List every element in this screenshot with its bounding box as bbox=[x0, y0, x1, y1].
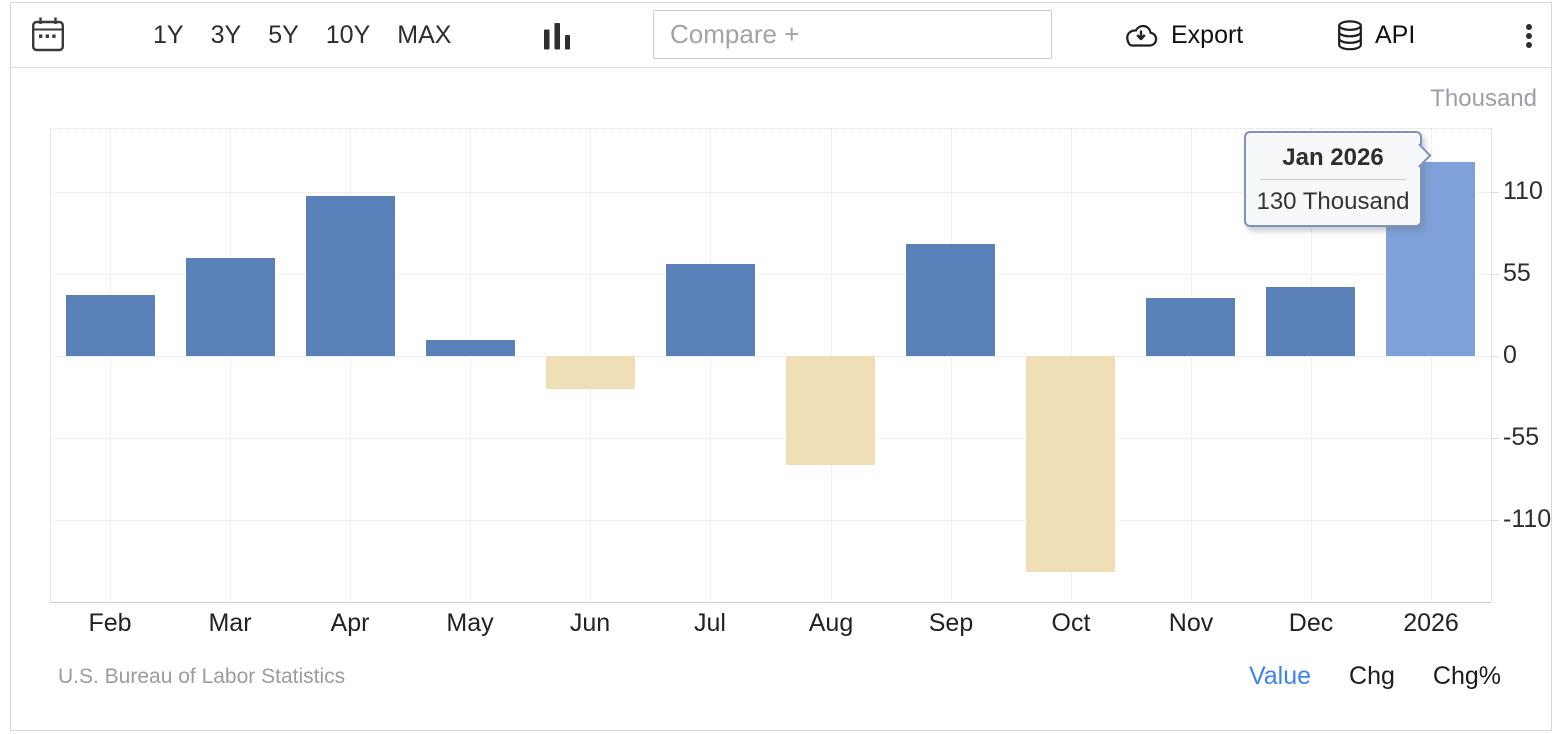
range-selector: 1Y 3Y 5Y 10Y MAX bbox=[153, 3, 451, 68]
x-axis-label: Mar bbox=[208, 609, 252, 637]
x-axis-line bbox=[50, 602, 1491, 603]
bar-dec[interactable] bbox=[1266, 287, 1355, 356]
tooltip-title: Jan 2026 bbox=[1282, 144, 1384, 171]
compare-input[interactable] bbox=[654, 11, 1051, 58]
bar-sep[interactable] bbox=[906, 244, 995, 356]
gridline-h bbox=[50, 438, 1491, 439]
tooltip-separator bbox=[1260, 179, 1406, 180]
export-button[interactable]: Export bbox=[1123, 3, 1243, 68]
bar-jul[interactable] bbox=[666, 264, 755, 356]
x-axis-label: Dec bbox=[1288, 609, 1334, 637]
x-axis-label: Sep bbox=[928, 609, 974, 637]
toolbar: 1Y 3Y 5Y 10Y MAX Export bbox=[11, 3, 1551, 68]
y-axis-label: -55 bbox=[1503, 422, 1540, 451]
gridline-v bbox=[951, 128, 952, 602]
view-value[interactable]: Value bbox=[1248, 662, 1312, 690]
export-label: Export bbox=[1171, 21, 1244, 49]
y-axis-label: -110 bbox=[1503, 504, 1552, 533]
bar-feb[interactable] bbox=[66, 295, 155, 356]
gridline-h bbox=[50, 192, 1491, 193]
gridline-h bbox=[50, 274, 1491, 275]
y-tick-mark bbox=[1491, 438, 1499, 439]
y-axis-label: 55 bbox=[1503, 258, 1531, 287]
gridline-h bbox=[50, 520, 1491, 521]
gridline-h bbox=[50, 356, 1491, 357]
gridline-v bbox=[350, 128, 351, 602]
x-axis-label: 2026 bbox=[1403, 609, 1459, 637]
bar-chart-type-icon[interactable] bbox=[544, 20, 571, 50]
y-axis-label: 0 bbox=[1503, 340, 1517, 369]
x-axis-label: Oct bbox=[1051, 609, 1091, 637]
x-axis-label: Jul bbox=[694, 609, 726, 637]
bar-may[interactable] bbox=[426, 340, 515, 356]
view-chg[interactable]: Chg bbox=[1349, 662, 1395, 690]
api-label: API bbox=[1375, 21, 1416, 49]
api-button[interactable]: API bbox=[1336, 3, 1415, 68]
y-axis-label: 110 bbox=[1503, 176, 1543, 205]
gridline-v bbox=[110, 128, 111, 602]
gridline-v bbox=[1191, 128, 1192, 602]
x-axis-label: Nov bbox=[1168, 609, 1214, 637]
source-attribution: U.S. Bureau of Labor Statistics bbox=[58, 665, 346, 688]
x-axis-label: Apr bbox=[330, 609, 370, 637]
y-tick-mark bbox=[1491, 356, 1499, 357]
range-10y[interactable]: 10Y bbox=[325, 21, 371, 49]
gridline-v bbox=[710, 128, 711, 602]
gridline-v bbox=[230, 128, 231, 602]
x-axis-label: Feb bbox=[88, 609, 132, 637]
bar-jun[interactable] bbox=[546, 356, 635, 389]
cloud-download-icon bbox=[1126, 24, 1158, 47]
kebab-menu-icon[interactable] bbox=[1522, 18, 1536, 54]
range-max[interactable]: MAX bbox=[397, 21, 452, 49]
tooltip: Jan 2026 130 Thousand bbox=[1244, 131, 1422, 227]
gridline-v bbox=[1311, 128, 1312, 602]
gridline-v bbox=[1431, 128, 1432, 602]
plot-border-left bbox=[50, 128, 51, 602]
plot-border-right bbox=[1491, 128, 1492, 602]
y-tick-mark bbox=[1491, 192, 1499, 193]
view-mode-switcher: Value Chg Chg% bbox=[1244, 662, 1501, 691]
range-1y[interactable]: 1Y bbox=[153, 21, 184, 49]
plot-border-top bbox=[50, 128, 1491, 129]
bar-aug[interactable] bbox=[786, 356, 875, 465]
chart-widget: 1Y 3Y 5Y 10Y MAX Export bbox=[10, 2, 1552, 731]
y-tick-mark bbox=[1491, 520, 1499, 521]
y-axis-unit-label: Thousand bbox=[1430, 85, 1537, 112]
bar-oct[interactable] bbox=[1026, 356, 1115, 572]
tooltip-value: 130 Thousand bbox=[1256, 188, 1410, 215]
view-chg-pct[interactable]: Chg% bbox=[1432, 662, 1501, 690]
x-axis-label: Jun bbox=[569, 609, 611, 637]
calendar-icon[interactable] bbox=[31, 16, 65, 54]
bar-nov[interactable] bbox=[1146, 298, 1235, 356]
y-tick-mark bbox=[1491, 274, 1499, 275]
database-icon bbox=[1338, 20, 1362, 51]
x-axis-label: Aug bbox=[808, 609, 854, 637]
range-5y[interactable]: 5Y bbox=[268, 21, 299, 49]
range-3y[interactable]: 3Y bbox=[210, 21, 242, 49]
gridline-v bbox=[470, 128, 471, 602]
bar-apr[interactable] bbox=[306, 196, 395, 356]
x-axis-label: May bbox=[446, 609, 494, 637]
bar-mar[interactable] bbox=[186, 258, 275, 356]
compare-input-box bbox=[653, 10, 1052, 59]
